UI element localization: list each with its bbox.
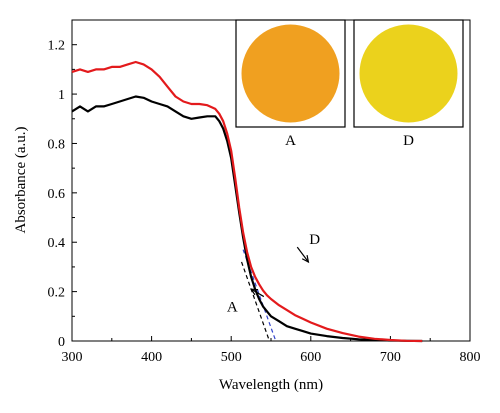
series-line-A [71, 95, 423, 343]
annotation-label: D [309, 232, 320, 248]
y-tick-label: 1 [58, 88, 65, 103]
sample-disc-D [359, 24, 458, 123]
annotation-arrow [250, 288, 265, 298]
inset-label: A [285, 133, 296, 149]
x-axis-title: Wavelength (nm) [219, 377, 323, 393]
annotation-arrow [296, 246, 309, 263]
x-tick-label: 400 [141, 350, 162, 365]
y-tick-label: 0.6 [48, 187, 66, 202]
x-tick-label: 800 [460, 350, 481, 365]
annotation-label: A [227, 300, 238, 316]
series-lines [71, 60, 423, 343]
arrow-head [301, 255, 310, 264]
y-tick-label: 0.8 [48, 137, 66, 152]
tangent-line [240, 261, 270, 342]
x-tick-label: 600 [300, 350, 321, 365]
series-line-D [71, 60, 423, 343]
arrow-head [249, 288, 259, 296]
y-tick-label: 1.2 [48, 39, 66, 54]
y-axis-title: Absorbance (a.u.) [13, 126, 29, 233]
x-tick-label: 700 [380, 350, 401, 365]
annotations: AD [227, 232, 320, 315]
axis-ticks: 300 400 500 600 700 800 0 0.2 0.4 0.6 0.8 1 1.2 [48, 19, 481, 365]
y-tick-label: 0 [58, 335, 65, 350]
x-tick-label: 500 [221, 350, 242, 365]
y-tick-label: 0.2 [48, 286, 66, 301]
sample-disc-A [241, 24, 340, 123]
x-tick-label: 300 [62, 350, 83, 365]
inset-label: D [403, 133, 414, 149]
y-tick-label: 0.4 [48, 236, 66, 251]
